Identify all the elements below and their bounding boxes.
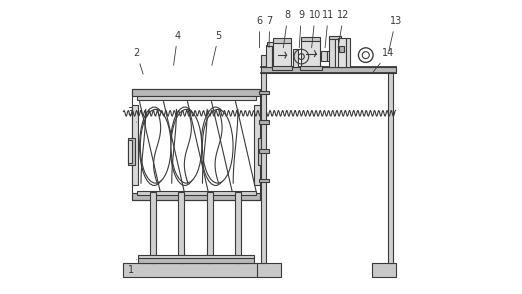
Bar: [274, 42, 291, 67]
Text: 1: 1: [128, 260, 137, 275]
Text: 7: 7: [267, 16, 273, 48]
Bar: [259, 120, 269, 123]
Bar: [137, 96, 256, 100]
Bar: [259, 149, 269, 153]
Text: 2: 2: [134, 49, 143, 74]
Text: 14: 14: [373, 49, 395, 72]
Bar: [272, 66, 292, 70]
Ellipse shape: [170, 107, 199, 186]
Ellipse shape: [201, 107, 230, 186]
Bar: [207, 192, 213, 263]
Text: 12: 12: [337, 10, 350, 48]
Text: 5: 5: [212, 31, 222, 65]
Ellipse shape: [203, 109, 233, 183]
Bar: [321, 51, 327, 61]
Bar: [132, 89, 260, 200]
Text: 4: 4: [174, 31, 181, 65]
Bar: [272, 45, 278, 67]
Bar: [138, 255, 254, 258]
Bar: [259, 91, 269, 94]
Bar: [372, 263, 396, 277]
Bar: [346, 38, 350, 67]
Bar: [128, 138, 136, 165]
Bar: [300, 66, 322, 70]
Bar: [150, 192, 156, 263]
Bar: [338, 38, 346, 67]
Bar: [124, 263, 258, 277]
Bar: [301, 37, 321, 41]
Bar: [274, 39, 291, 43]
Bar: [235, 192, 241, 263]
Bar: [254, 105, 260, 185]
Bar: [266, 45, 272, 67]
Bar: [327, 51, 332, 61]
Bar: [293, 49, 299, 67]
Text: 13: 13: [389, 16, 402, 51]
Ellipse shape: [140, 109, 171, 183]
Bar: [138, 257, 254, 263]
Bar: [261, 67, 396, 73]
Bar: [132, 105, 138, 185]
Text: 8: 8: [283, 10, 291, 48]
Bar: [257, 263, 281, 277]
Bar: [329, 36, 340, 39]
Bar: [267, 42, 277, 46]
Bar: [301, 41, 321, 67]
Bar: [132, 89, 260, 96]
Text: 9: 9: [298, 10, 304, 48]
Bar: [339, 46, 344, 52]
Bar: [262, 140, 265, 163]
Text: 11: 11: [322, 10, 335, 48]
Bar: [388, 73, 393, 263]
Text: 6: 6: [256, 16, 263, 48]
Bar: [258, 138, 265, 165]
Text: 3: 3: [128, 107, 137, 122]
Text: 10: 10: [309, 10, 321, 48]
Bar: [361, 52, 364, 58]
Ellipse shape: [139, 107, 169, 186]
Bar: [177, 192, 184, 263]
Bar: [132, 193, 260, 200]
Ellipse shape: [171, 109, 201, 183]
Bar: [128, 140, 132, 163]
Bar: [335, 38, 340, 67]
Circle shape: [359, 48, 373, 62]
Bar: [259, 178, 269, 182]
Bar: [261, 55, 266, 263]
Bar: [137, 191, 256, 195]
Bar: [329, 38, 335, 67]
